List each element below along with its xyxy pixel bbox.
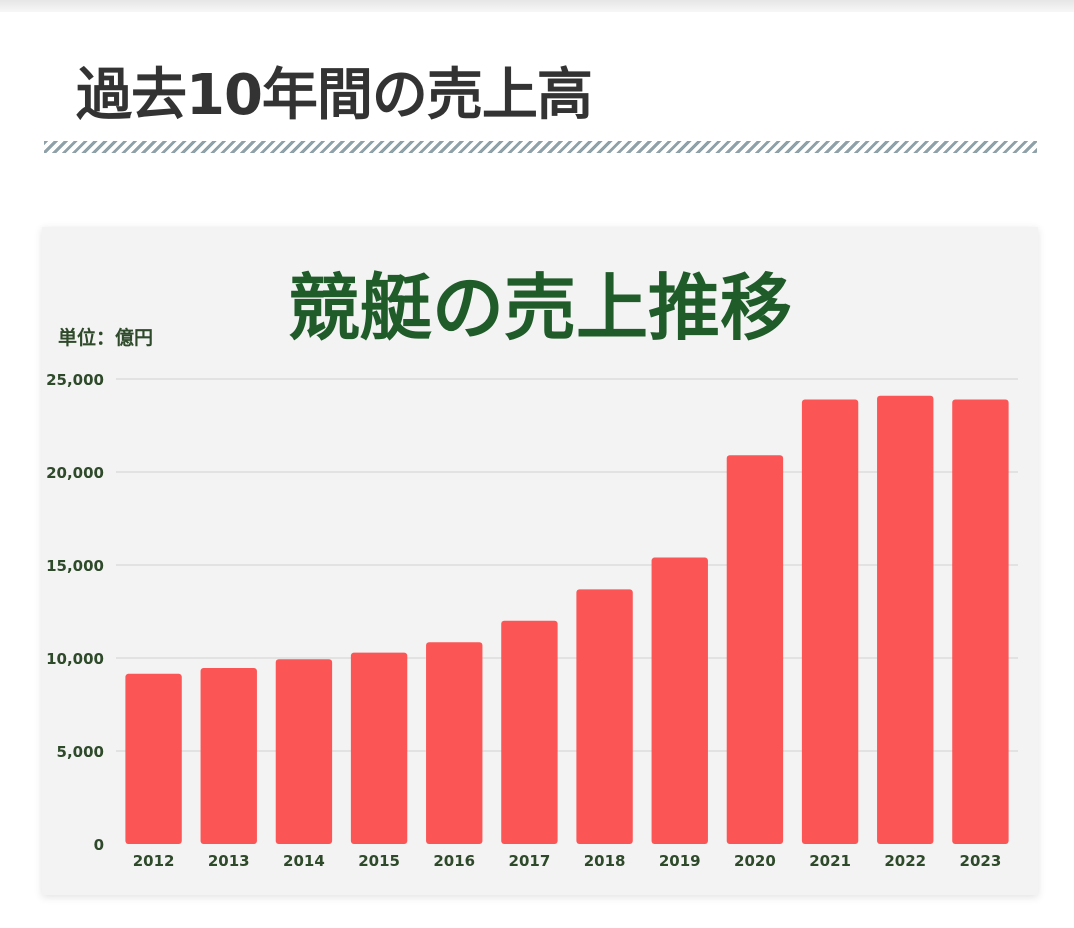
bar-2012 xyxy=(125,673,182,844)
bar-2016 xyxy=(426,642,483,844)
section-heading: 過去10年間の売上高 xyxy=(76,63,593,128)
bar-2023 xyxy=(952,399,1009,844)
x-tick-label-2016: 2016 xyxy=(433,852,475,870)
x-tick-label-2015: 2015 xyxy=(358,852,400,870)
y-tick-label: 15,000 xyxy=(46,557,104,575)
x-tick-label-2021: 2021 xyxy=(809,852,851,870)
x-tick-label-2017: 2017 xyxy=(509,852,551,870)
y-tick-label: 5,000 xyxy=(57,743,104,761)
chart-title: 競艇の売上推移 xyxy=(288,265,792,350)
y-axis-ticks: 0 5,000 10,000 15,000 20,000 25,000 xyxy=(46,371,104,854)
bar-chart: 競艇の売上推移 単位：億円 0 5,000 10,000 15,000 20,000 25… xyxy=(46,265,1018,870)
bar-2015 xyxy=(350,652,408,844)
x-tick-label-2012: 2012 xyxy=(133,852,175,870)
x-tick-label-2018: 2018 xyxy=(584,852,626,870)
x-axis-ticks: 2012 2013 2014 2015 2016 2017 2018 2019 2020 2021… xyxy=(133,852,1002,870)
bar-2013 xyxy=(200,668,257,844)
top-bar xyxy=(0,0,1074,12)
bar-2021 xyxy=(801,399,859,844)
y-tick-label: 0 xyxy=(94,836,104,854)
x-tick-label-2023: 2023 xyxy=(960,852,1002,870)
x-tick-label-2014: 2014 xyxy=(283,852,325,870)
bar-2018 xyxy=(576,589,633,844)
heading-divider xyxy=(44,141,1037,153)
x-tick-label-2020: 2020 xyxy=(734,852,776,870)
bar-2019 xyxy=(651,557,708,844)
bar-2017 xyxy=(501,620,558,844)
y-tick-label: 25,000 xyxy=(46,371,104,389)
bar-2014 xyxy=(275,659,333,844)
y-tick-label: 20,000 xyxy=(46,464,104,482)
unit-label: 単位：億円 xyxy=(58,326,153,349)
x-tick-label-2013: 2013 xyxy=(208,852,250,870)
chart-card: 競艇の売上推移 単位：億円 0 5,000 10,000 15,000 20,000 25… xyxy=(42,227,1038,895)
gridlines xyxy=(116,378,1018,752)
bars xyxy=(125,395,1009,844)
y-tick-label: 10,000 xyxy=(46,650,104,668)
x-tick-label-2022: 2022 xyxy=(884,852,926,870)
bar-2020 xyxy=(726,455,784,844)
x-tick-label-2019: 2019 xyxy=(659,852,701,870)
bar-2022 xyxy=(877,395,934,844)
